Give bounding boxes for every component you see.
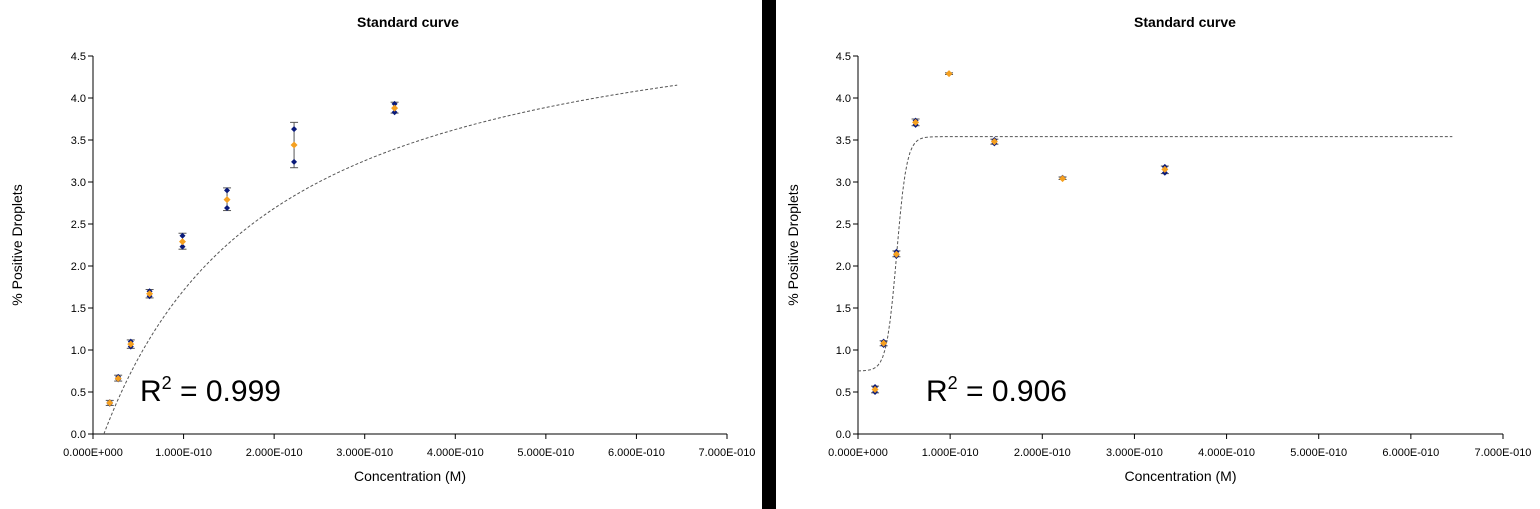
replicate-point bbox=[291, 158, 298, 165]
replicate-point bbox=[224, 187, 231, 194]
mean-point bbox=[178, 238, 186, 246]
y-tick-label: 2.5 bbox=[836, 219, 851, 231]
mean-point bbox=[106, 399, 114, 407]
mean-point bbox=[223, 196, 231, 204]
y-tick-label: 4.5 bbox=[71, 51, 86, 63]
x-tick-label: 0.000E+000 bbox=[828, 447, 888, 459]
x-tick-label: 4.000E-010 bbox=[427, 447, 484, 459]
fit-curve bbox=[857, 136, 1453, 372]
x-tick-label: 2.000E-010 bbox=[246, 447, 303, 459]
x-tick-label: 3.000E-010 bbox=[1106, 447, 1163, 459]
x-tick-label: 7.000E-010 bbox=[699, 447, 756, 459]
x-tick-label: 2.000E-010 bbox=[1014, 447, 1071, 459]
y-tick-label: 3.5 bbox=[836, 135, 851, 147]
mean-point bbox=[871, 385, 879, 393]
x-tick-label: 7.000E-010 bbox=[1475, 447, 1532, 459]
standard-curve-chart-1: Standard curve 0.0 0.5 1.0 1.5 2.0 2.5 3.0 3.5 4.… bbox=[9, 14, 756, 484]
mean-point bbox=[912, 118, 920, 126]
x-tick-label: 4.000E-010 bbox=[1198, 447, 1255, 459]
y-tick-label: 3.5 bbox=[71, 135, 86, 147]
r-squared-annotation: R2 = 0.906 bbox=[926, 373, 1067, 408]
x-tick-label: 5.000E-010 bbox=[517, 447, 574, 459]
y-tick-label: 3.0 bbox=[71, 177, 86, 189]
y-tick-label: 2.0 bbox=[836, 261, 851, 273]
replicate-point bbox=[179, 243, 186, 250]
chart-title: Standard curve bbox=[357, 14, 459, 30]
panel-divider bbox=[762, 0, 776, 509]
y-tick-label: 0.0 bbox=[836, 429, 851, 441]
replicate-point bbox=[224, 205, 231, 212]
x-tick-label: 6.000E-010 bbox=[1382, 447, 1439, 459]
y-tick-label: 3.0 bbox=[836, 177, 851, 189]
replicate-point bbox=[391, 109, 398, 116]
chart-title: Standard curve bbox=[1134, 14, 1236, 30]
mean-point bbox=[127, 340, 135, 348]
x-axis-label: Concentration (M) bbox=[1124, 468, 1236, 484]
y-tick-label: 4.0 bbox=[836, 93, 851, 105]
y-tick-label: 1.5 bbox=[836, 303, 851, 315]
replicate-point bbox=[179, 232, 186, 239]
mean-point bbox=[290, 141, 298, 149]
y-tick-label: 2.5 bbox=[71, 219, 86, 231]
standard-curve-chart-2: Standard curve 0.0 0.5 1.0 1.5 2.0 2.5 3.0 3.5 4.… bbox=[785, 14, 1532, 484]
mean-point bbox=[146, 290, 154, 298]
x-tick-label: 3.000E-010 bbox=[336, 447, 393, 459]
mean-point bbox=[114, 375, 122, 383]
x-tick-label: 1.000E-010 bbox=[922, 447, 979, 459]
mean-point bbox=[1161, 165, 1169, 173]
chart-panel-left: Standard curve 0.0 0.5 1.0 1.5 2.0 2.5 3.0 3.5 4.… bbox=[0, 0, 762, 509]
x-axis-label: Concentration (M) bbox=[354, 468, 466, 484]
y-axis-label: % Positive Droplets bbox=[9, 184, 25, 305]
y-tick-label: 2.0 bbox=[71, 261, 86, 273]
r-squared-annotation: R2 = 0.999 bbox=[140, 373, 281, 408]
mean-point bbox=[880, 339, 888, 347]
mean-point bbox=[945, 70, 953, 78]
y-tick-label: 1.0 bbox=[836, 345, 851, 357]
y-tick-label: 4.5 bbox=[836, 51, 851, 63]
y-tick-label: 0.5 bbox=[836, 387, 851, 399]
fit-curve bbox=[103, 84, 678, 435]
mean-point bbox=[990, 138, 998, 146]
mean-point bbox=[892, 250, 900, 258]
chart-panel-right: Standard curve 0.0 0.5 1.0 1.5 2.0 2.5 3.0 3.5 4.… bbox=[776, 0, 1540, 509]
replicate-point bbox=[291, 126, 298, 133]
mean-point bbox=[1059, 175, 1067, 183]
x-tick-label: 0.000E+000 bbox=[63, 447, 123, 459]
mean-point bbox=[391, 104, 399, 112]
y-tick-label: 0.0 bbox=[71, 429, 86, 441]
x-tick-label: 5.000E-010 bbox=[1290, 447, 1347, 459]
x-tick-label: 6.000E-010 bbox=[608, 447, 665, 459]
y-axis-label: % Positive Droplets bbox=[785, 184, 801, 305]
y-tick-label: 4.0 bbox=[71, 93, 86, 105]
y-tick-label: 1.0 bbox=[71, 345, 86, 357]
y-tick-label: 1.5 bbox=[71, 303, 86, 315]
replicate-point bbox=[391, 100, 398, 107]
x-tick-label: 1.000E-010 bbox=[155, 447, 212, 459]
y-tick-label: 0.5 bbox=[71, 387, 86, 399]
